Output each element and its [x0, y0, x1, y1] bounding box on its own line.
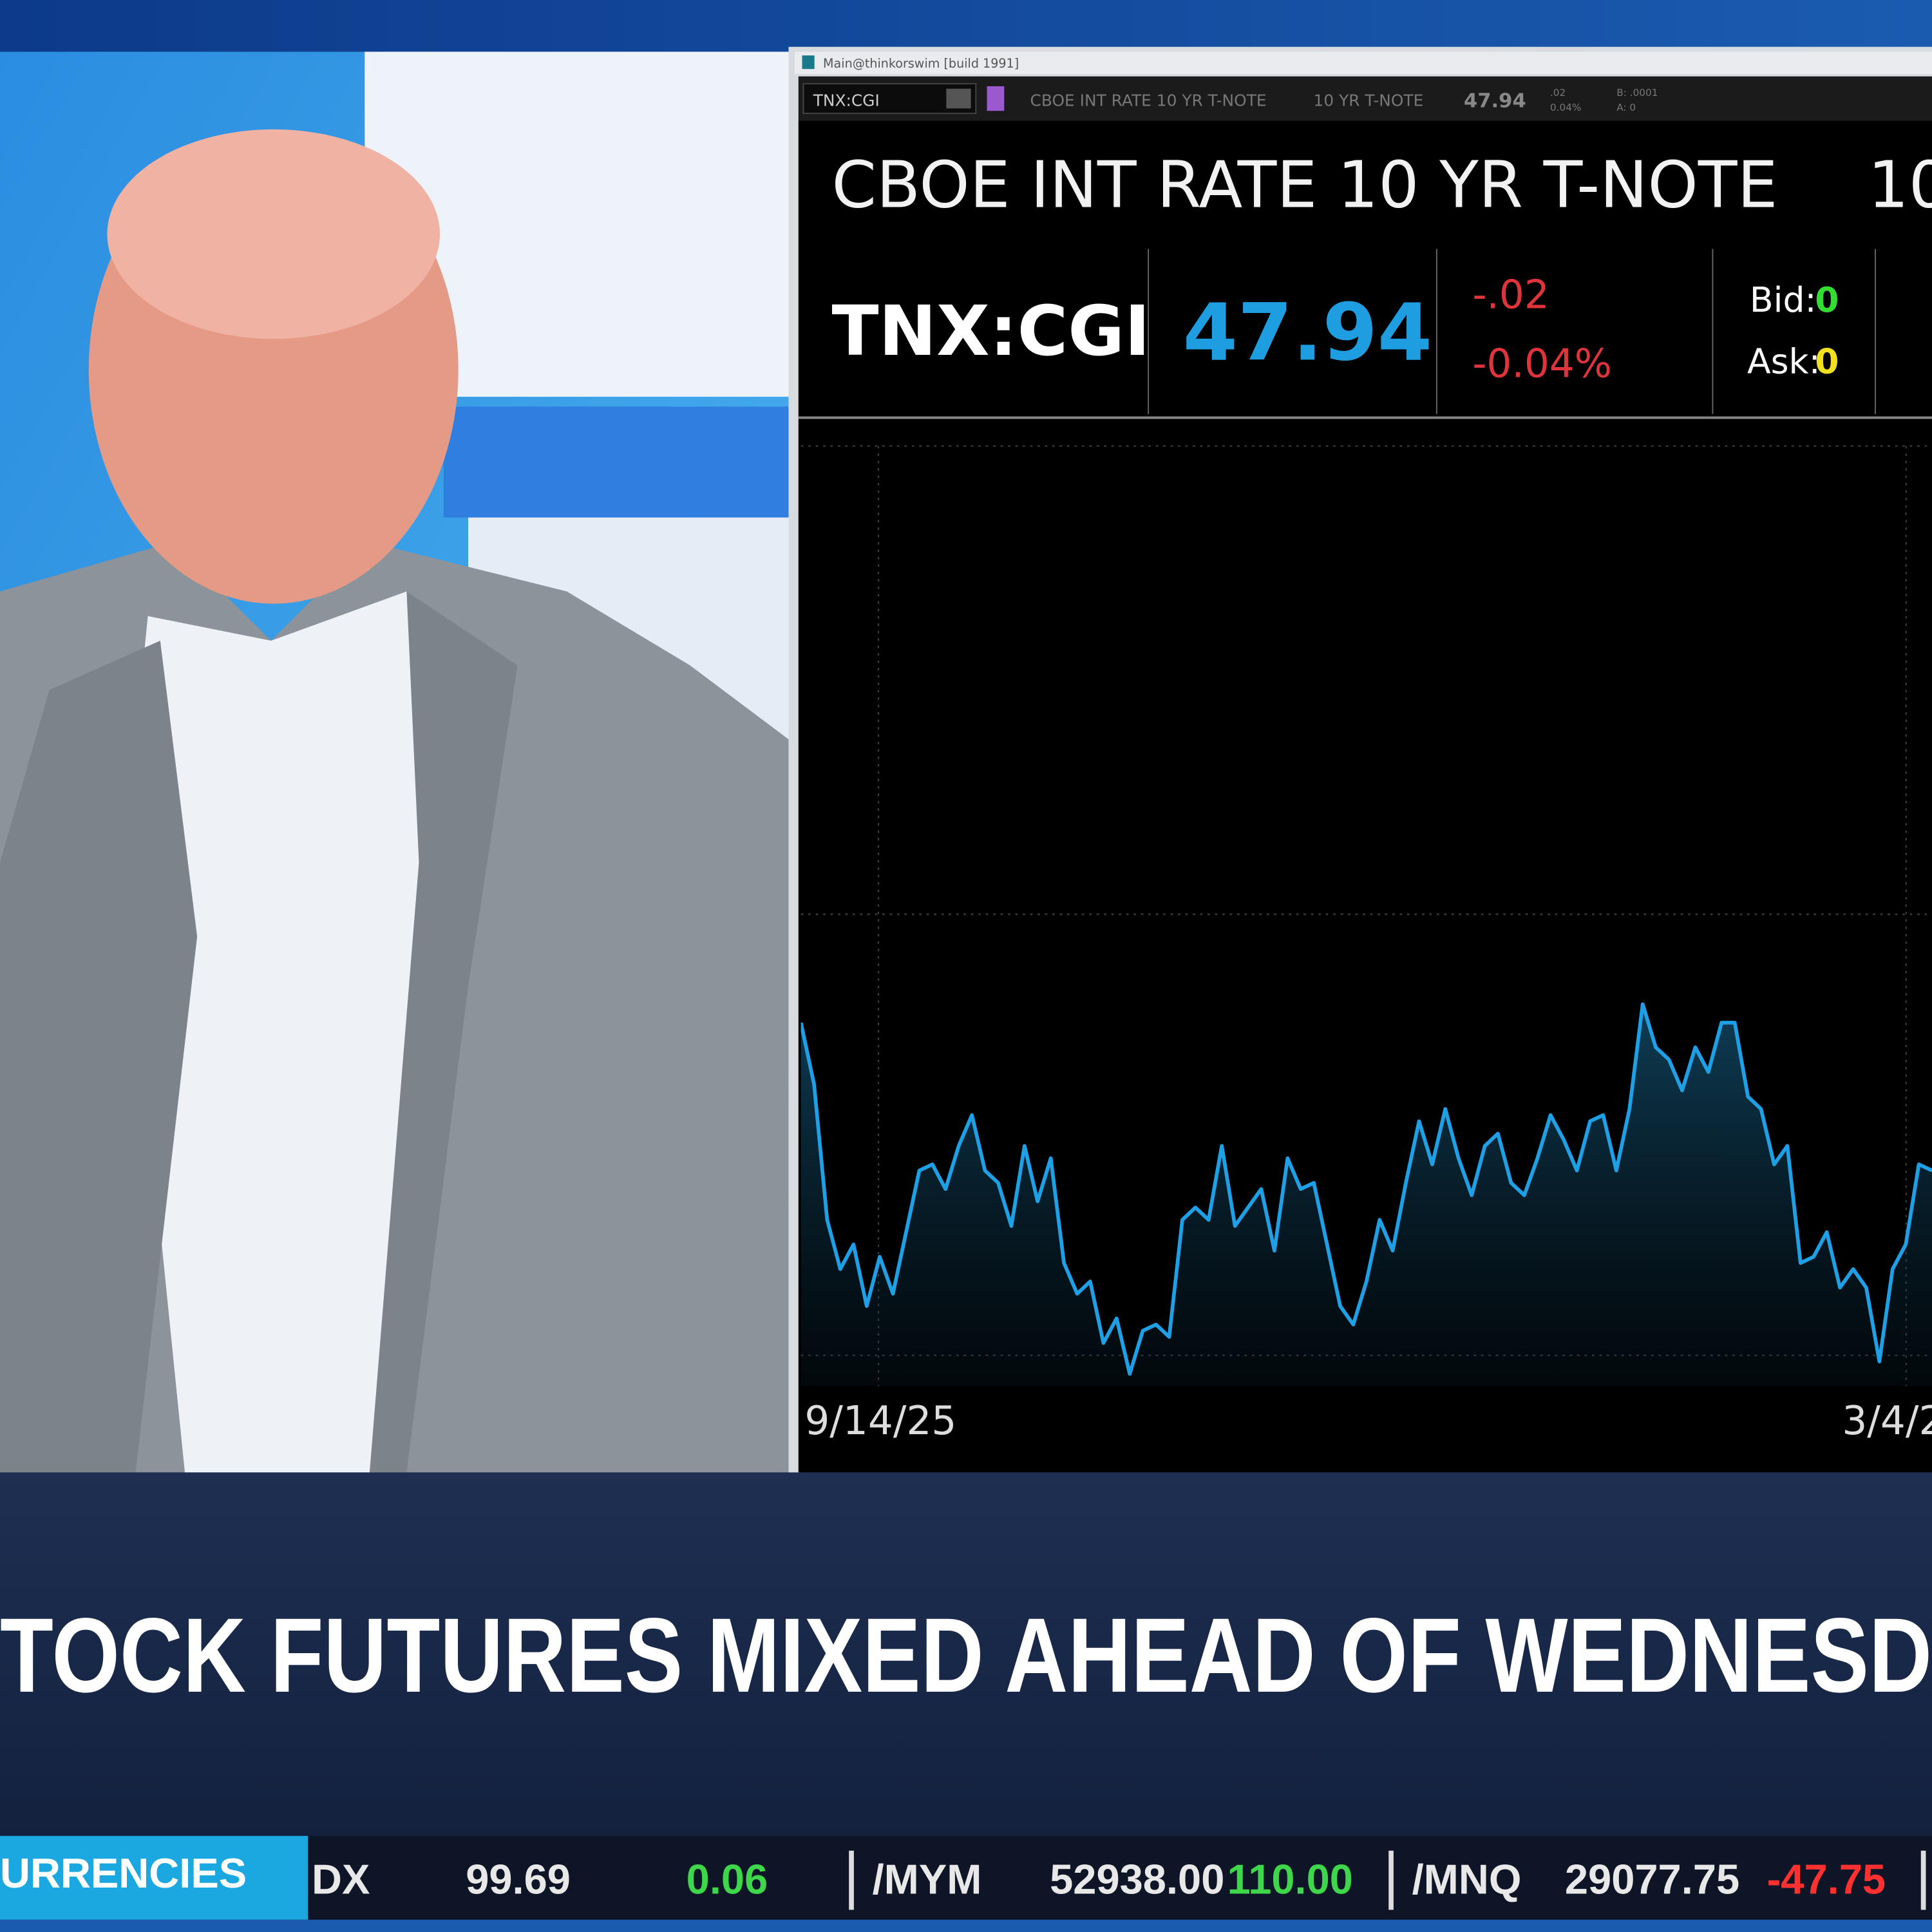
ticker-change: -47.75	[1767, 1856, 1886, 1903]
toolbar-short-name: 10 YR T-NOTE	[1314, 91, 1424, 110]
area-fill	[800, 1004, 1932, 1387]
quote-symbol: TNX:CGI	[831, 292, 1150, 372]
ticker-section-box	[0, 1835, 308, 1920]
ticker-price: 52938.00	[1050, 1856, 1224, 1903]
ticker-divider	[1920, 1850, 1926, 1910]
quote-pct-change: -0.04%	[1472, 341, 1612, 386]
ticker-divider	[1388, 1850, 1394, 1910]
x-tick-label: 3/4/2	[1842, 1398, 1932, 1444]
x-tick-label: 9/14/25	[804, 1398, 956, 1444]
price-line	[800, 1002, 1932, 1376]
ticker-section: URRENCIES	[0, 1850, 247, 1897]
toolbar-description: CBOE INT RATE 10 YR T-NOTE	[1030, 91, 1266, 110]
ticker-price: 99.69	[466, 1856, 571, 1903]
ticker-change: 110.00	[1227, 1856, 1353, 1903]
toolbar-change: .02	[1550, 87, 1566, 99]
window-titlebar	[795, 52, 1932, 74]
toolbar-change-pct: 0.04%	[1550, 102, 1582, 113]
ticker-symbol: /MYM	[873, 1856, 982, 1903]
ticker-symbol: /MNQ	[1412, 1856, 1522, 1903]
toolbar-ask-size: A: 0	[1616, 102, 1636, 113]
app-icon	[802, 55, 815, 70]
video-feed	[0, 52, 789, 1473]
head-highlight	[107, 129, 440, 339]
lower-third	[0, 1472, 1932, 1840]
bid-value: 0	[1815, 279, 1839, 320]
ticker-divider	[849, 1850, 854, 1910]
ticker-bar	[0, 1835, 1932, 1932]
quote-net-change: -.02	[1472, 272, 1549, 317]
lapel	[0, 640, 198, 1473]
lapel	[369, 591, 518, 1473]
quote-title: CBOE INT RATE 10 YR T-NOTE	[831, 148, 1777, 222]
shirt	[123, 591, 431, 1473]
price-chart	[800, 445, 1932, 1387]
toolbar-bid-size: B: .0001	[1616, 87, 1658, 99]
toolbar-last: 47.94	[1464, 90, 1526, 112]
dropdown-button[interactable]	[946, 88, 971, 109]
headline: TOCK FUTURES MIXED AHEAD OF WEDNESD	[0, 1596, 1932, 1714]
window-title: Main@thinkorswim [build 1991]	[823, 56, 1019, 71]
ask-value: 0	[1815, 341, 1839, 382]
quote-last: 47.94	[1183, 287, 1432, 379]
ticker-symbol: DX	[312, 1856, 370, 1903]
ask-label: Ask:	[1747, 341, 1821, 382]
x-axis-area	[800, 1386, 1932, 1473]
wall-panel	[443, 406, 789, 518]
top-band	[0, 0, 1932, 52]
bottom-band	[0, 1919, 1932, 1932]
ticker-price: 29077.75	[1565, 1856, 1739, 1903]
toolbar-symbol: TNX:CGI	[813, 91, 880, 110]
ticker-items: DX 99.69 0.06 /MYM 52938.00 110.00 /MNQ …	[312, 1850, 1926, 1910]
quote-title-overflow: 10	[1868, 148, 1932, 222]
bid-label: Bid:	[1750, 279, 1817, 320]
ticker-change: 0.06	[687, 1856, 768, 1903]
studies-icon[interactable]	[987, 86, 1005, 111]
